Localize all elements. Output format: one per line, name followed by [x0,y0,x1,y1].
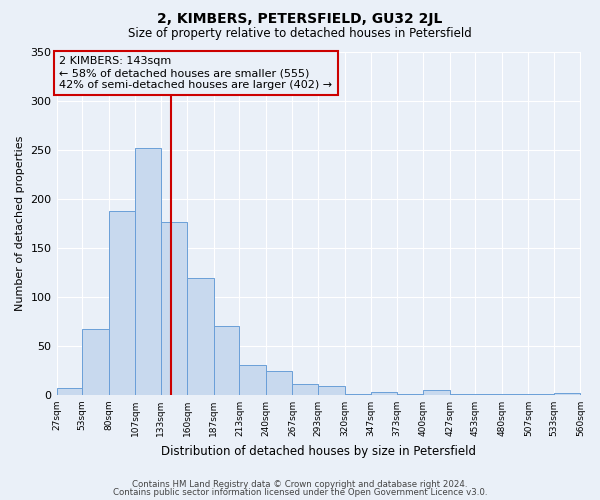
Bar [214,326,239,395]
Y-axis label: Number of detached properties: Number of detached properties [15,136,25,311]
Bar [239,364,266,395]
Bar [56,388,82,395]
Bar [371,392,397,395]
Bar [109,212,135,395]
Bar [266,372,292,395]
Text: 2, KIMBERS, PETERSFIELD, GU32 2JL: 2, KIMBERS, PETERSFIELD, GU32 2JL [157,12,443,26]
Text: Size of property relative to detached houses in Petersfield: Size of property relative to detached ho… [128,28,472,40]
Bar [397,394,423,395]
Bar [344,394,371,395]
Bar [554,393,580,395]
Bar [292,384,318,395]
Text: 2 KIMBERS: 143sqm
← 58% of detached houses are smaller (555)
42% of semi-detache: 2 KIMBERS: 143sqm ← 58% of detached hous… [59,56,332,90]
Bar [475,394,502,395]
Bar [161,222,187,395]
Text: Contains public sector information licensed under the Open Government Licence v3: Contains public sector information licen… [113,488,487,497]
Bar [82,329,109,395]
Bar [423,390,450,395]
Bar [529,394,554,395]
Bar [502,394,529,395]
Bar [135,148,161,395]
Bar [450,394,475,395]
Bar [187,278,214,395]
Bar [318,386,344,395]
X-axis label: Distribution of detached houses by size in Petersfield: Distribution of detached houses by size … [161,444,476,458]
Text: Contains HM Land Registry data © Crown copyright and database right 2024.: Contains HM Land Registry data © Crown c… [132,480,468,489]
